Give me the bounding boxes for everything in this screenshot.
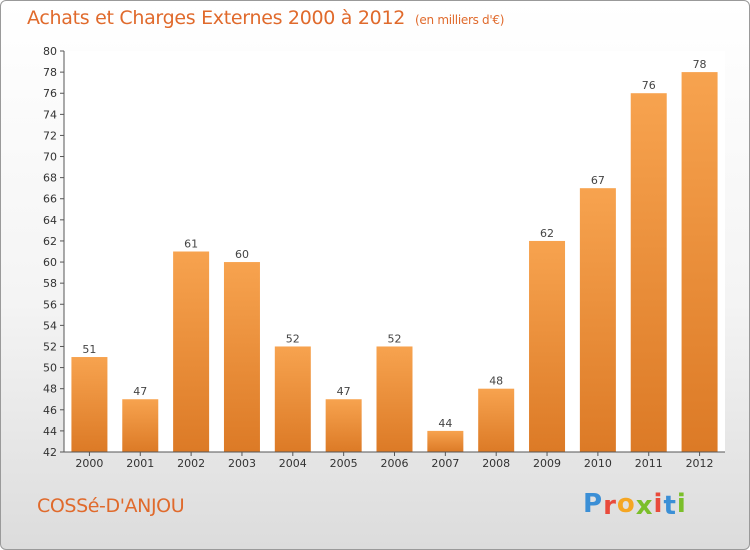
bar-value-label: 78 [693,58,707,71]
y-tick-label: 58 [43,277,57,290]
bar [274,346,311,452]
bar [478,388,515,452]
bar-value-label: 60 [235,248,249,261]
y-tick-label: 62 [43,235,57,248]
y-tick-label: 46 [43,404,57,417]
logo-letter: i [653,489,664,519]
x-tick-label: 2002 [177,457,205,470]
x-tick-label: 2010 [584,457,612,470]
x-tick-label: 2009 [533,457,561,470]
proxiti-logo[interactable]: Proxiti [583,489,687,521]
x-tick-label: 2000 [75,457,103,470]
y-tick-label: 60 [43,256,57,269]
bar-value-label: 52 [286,332,300,345]
x-tick-label: 2011 [635,457,663,470]
commune-name: COSSé-D'ANJOU [37,495,185,517]
bar [427,430,464,452]
bar-value-label: 76 [642,79,656,92]
title-text: Achats et Charges Externes 2000 à 2012 [27,7,406,29]
x-tick-label: 2005 [330,457,358,470]
bar-value-label: 47 [337,385,351,398]
x-tick-label: 2004 [279,457,307,470]
y-tick-label: 72 [43,129,57,142]
chart-title: Achats et Charges Externes 2000 à 2012 (e… [27,7,504,29]
bar [529,240,566,452]
y-tick-label: 52 [43,340,57,353]
y-tick-label: 50 [43,362,57,375]
bar [630,93,667,453]
y-tick-label: 44 [43,425,57,438]
bar-value-label: 67 [591,174,605,187]
y-tick-label: 78 [43,66,57,79]
bar-value-label: 52 [388,332,402,345]
x-tick-label: 2003 [228,457,256,470]
bar-value-label: 62 [540,227,554,240]
title-unit: (en milliers d'€) [415,13,505,27]
logo-letter: t [663,491,677,521]
y-tick-label: 80 [43,45,57,58]
x-tick-label: 2001 [126,457,154,470]
bar [122,399,159,452]
bar [579,188,616,452]
bar-value-label: 51 [82,343,96,356]
y-tick-label: 64 [43,214,57,227]
y-tick-label: 54 [43,319,57,332]
x-tick-label: 2006 [381,457,409,470]
y-tick-label: 70 [43,151,57,164]
logo-letter: x [635,491,654,521]
y-tick-label: 66 [43,193,57,206]
y-tick-label: 68 [43,172,57,185]
y-tick-label: 74 [43,108,57,121]
bar-value-label: 47 [133,385,147,398]
bar-value-label: 61 [184,238,198,251]
x-tick-label: 2007 [431,457,459,470]
logo-letter: o [616,489,636,519]
bar-value-label: 48 [489,375,503,388]
logo-letter: i [676,489,687,519]
logo-letter: r [603,491,617,521]
bar [376,346,413,452]
y-tick-label: 42 [43,446,57,459]
bar [223,262,260,452]
y-tick-label: 56 [43,298,57,311]
logo-letter: P [583,489,604,519]
bar [681,72,718,453]
bar-value-label: 44 [438,417,452,430]
x-tick-label: 2008 [482,457,510,470]
x-tick-label: 2012 [686,457,714,470]
y-tick-label: 76 [43,87,57,100]
bar [325,399,362,452]
bar [71,357,108,452]
bar [173,251,210,452]
y-tick-label: 48 [43,383,57,396]
